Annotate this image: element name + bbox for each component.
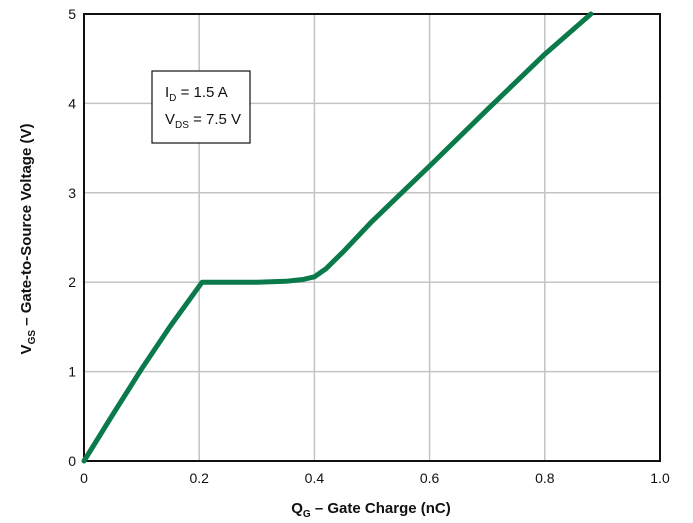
series-line-vgs	[81, 11, 594, 464]
annotation-line-vds: VDS = 7.5 V	[165, 111, 241, 131]
annotation-line-id: ID = 1.5 A	[165, 84, 228, 104]
y-tick-label: 3	[68, 185, 76, 201]
x-tick-label: 0	[80, 470, 88, 486]
grid-lines	[84, 14, 660, 461]
y-tick-label: 0	[68, 453, 76, 469]
x-tick-label: 0.4	[305, 470, 325, 486]
y-tick-label: 4	[68, 95, 76, 111]
plot-frame	[83, 13, 661, 462]
x-tick-label: 0.6	[420, 470, 440, 486]
y-tick-label: 5	[68, 6, 76, 22]
x-tick-labels: 0 0.2 0.4 0.6 0.8 1.0	[80, 470, 670, 486]
y-tick-label: 1	[68, 364, 76, 380]
y-tick-labels: 0 1 2 3 4 5	[68, 6, 76, 469]
x-tick-label: 0.8	[535, 470, 555, 486]
y-tick-label: 2	[68, 274, 76, 290]
x-tick-label: 0.2	[189, 470, 209, 486]
x-axis-label: QG – Gate Charge (nC)	[291, 500, 450, 520]
x-tick-label: 1.0	[650, 470, 670, 486]
annotation-box: ID = 1.5 A VDS = 7.5 V	[151, 70, 251, 144]
y-axis-label: VGS – Gate-to-Source Voltage (V)	[18, 124, 38, 355]
